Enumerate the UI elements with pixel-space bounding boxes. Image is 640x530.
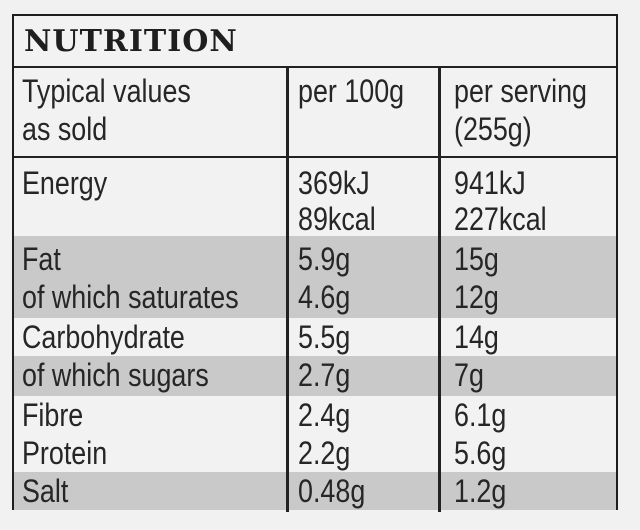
row-per100-fat: 5.9g xyxy=(298,241,351,277)
row-name-salt: Salt xyxy=(22,473,69,509)
shade-band-fat xyxy=(14,236,616,318)
row-name-fat: Fat xyxy=(22,241,61,277)
row-serving-saturates: 12g xyxy=(454,279,499,315)
row-name-energy: Energy xyxy=(22,165,108,201)
header-typical-values: Typical values xyxy=(22,73,191,109)
header-as-sold: as sold xyxy=(22,111,108,147)
row-per100-saturates: 4.6g xyxy=(298,279,351,315)
row-per100-carbohydrate: 5.5g xyxy=(298,319,351,355)
shade-band-sugars xyxy=(14,356,616,396)
row-per100-sugars: 2.7g xyxy=(298,357,351,393)
header-serving-size: (255g) xyxy=(454,111,532,147)
header-per-serving: per serving xyxy=(454,73,587,109)
shade-band-salt xyxy=(14,472,616,510)
header-per-100g: per 100g xyxy=(298,73,405,109)
row-name-fibre: Fibre xyxy=(22,397,84,433)
header-top-rule xyxy=(14,66,616,68)
row-serving-energy-kcal: 227kcal xyxy=(454,201,547,237)
row-serving-fibre: 6.1g xyxy=(454,397,507,433)
row-serving-sugars: 7g xyxy=(454,357,484,393)
column-divider-1 xyxy=(286,68,289,512)
row-serving-protein: 5.6g xyxy=(454,435,507,471)
row-serving-carbohydrate: 14g xyxy=(454,319,499,355)
table-title: NUTRITION xyxy=(24,24,238,59)
row-per100-energy-kcal: 89kcal xyxy=(298,201,376,237)
row-per100-salt: 0.48g xyxy=(298,473,366,509)
row-serving-energy-kj: 941kJ xyxy=(454,165,526,201)
row-per100-energy-kj: 369kJ xyxy=(298,165,370,201)
row-name-sugars: of which sugars xyxy=(22,357,209,393)
row-serving-salt: 1.2g xyxy=(454,473,507,509)
row-per100-fibre: 2.4g xyxy=(298,397,351,433)
row-per100-protein: 2.2g xyxy=(298,435,351,471)
nutrition-table: NUTRITION Typical values as sold per 100… xyxy=(12,14,618,512)
row-name-saturates: of which saturates xyxy=(22,279,239,315)
header-bottom-rule xyxy=(14,156,616,158)
column-divider-2 xyxy=(438,68,441,512)
row-name-protein: Protein xyxy=(22,435,108,471)
row-serving-fat: 15g xyxy=(454,241,499,277)
row-name-carbohydrate: Carbohydrate xyxy=(22,319,185,355)
